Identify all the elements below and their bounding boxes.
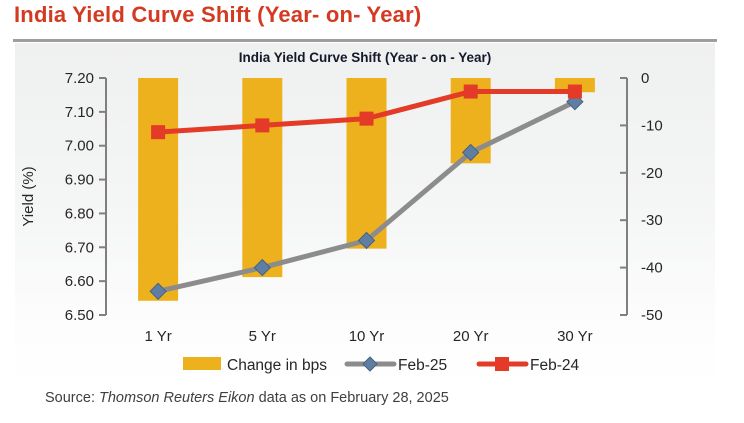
left-axis-tick-label: 6.80 — [65, 205, 94, 222]
right-axis-tick-label: -30 — [641, 212, 663, 229]
chart-area: India Yield Curve Shift (Year - on - Yea… — [15, 43, 715, 385]
marker-diamond-feb-25 — [253, 258, 272, 277]
right-axis-tick-label: -10 — [641, 117, 663, 134]
legend-label-feb-24: Feb-24 — [530, 357, 579, 374]
x-axis-category-label: 30 Yr — [557, 328, 593, 345]
source-provider: Thomson Reuters Eikon — [99, 390, 255, 406]
left-axis-tick-label: 6.90 — [65, 172, 94, 189]
x-axis-category-label: 1 Yr — [144, 328, 171, 345]
chart-title: India Yield Curve Shift (Year - on - Yea… — [238, 50, 492, 65]
yield-curve-chart: 7.20 7.10 7.00 6.90 6.80 6.70 6.60 6.50 0 -10 -20 -… — [20, 70, 663, 374]
left-axis-tick-label: 6.60 — [65, 273, 94, 290]
left-axis-tick-label: 7.00 — [65, 138, 94, 155]
legend-label-change-in-bps: Change in bps — [227, 357, 327, 374]
x-axis-category-label: 5 Yr — [249, 328, 276, 345]
legend-bar-swatch — [183, 357, 221, 370]
right-axis-tick-label: -50 — [641, 307, 663, 324]
left-axis-title: Yield (%) — [20, 166, 37, 226]
right-axis-tick-label: -20 — [641, 165, 663, 182]
marker-diamond-feb-25 — [362, 356, 378, 372]
left-axis-tick-label: 7.10 — [65, 104, 94, 121]
left-axis-tick-label: 7.20 — [65, 70, 94, 87]
source-note: Source: Thomson Reuters Eikon data as on… — [45, 390, 449, 406]
bar-change-in-bps — [138, 78, 179, 301]
marker-diamond-feb-25 — [461, 143, 480, 162]
page-title: India Yield Curve Shift (Year- on- Year) — [14, 2, 422, 27]
marker-square-feb-24 — [567, 84, 582, 99]
marker-square-feb-24 — [255, 118, 270, 133]
marker-diamond-feb-25 — [149, 282, 167, 301]
marker-square-feb-24 — [495, 357, 509, 371]
marker-square-feb-24 — [359, 111, 374, 126]
left-axis-tick-label: 6.50 — [65, 307, 94, 324]
bar-change-in-bps — [242, 78, 283, 278]
right-axis-tick-label: 0 — [641, 70, 649, 87]
source-prefix: Source: — [45, 390, 99, 406]
left-axis-tick-label: 6.70 — [65, 239, 94, 256]
x-axis-category-label: 10 Yr — [349, 328, 385, 345]
marker-diamond-feb-25 — [357, 231, 376, 250]
x-axis-category-label: 20 Yr — [453, 328, 489, 345]
right-axis-tick-label: -40 — [641, 260, 663, 277]
marker-square-feb-24 — [151, 125, 166, 140]
marker-square-feb-24 — [463, 84, 478, 99]
legend-label-feb-25: Feb-25 — [398, 357, 447, 374]
title-separator-line — [13, 39, 717, 42]
source-suffix: data as on February 28, 2025 — [254, 390, 449, 406]
bar-change-in-bps — [346, 78, 387, 249]
